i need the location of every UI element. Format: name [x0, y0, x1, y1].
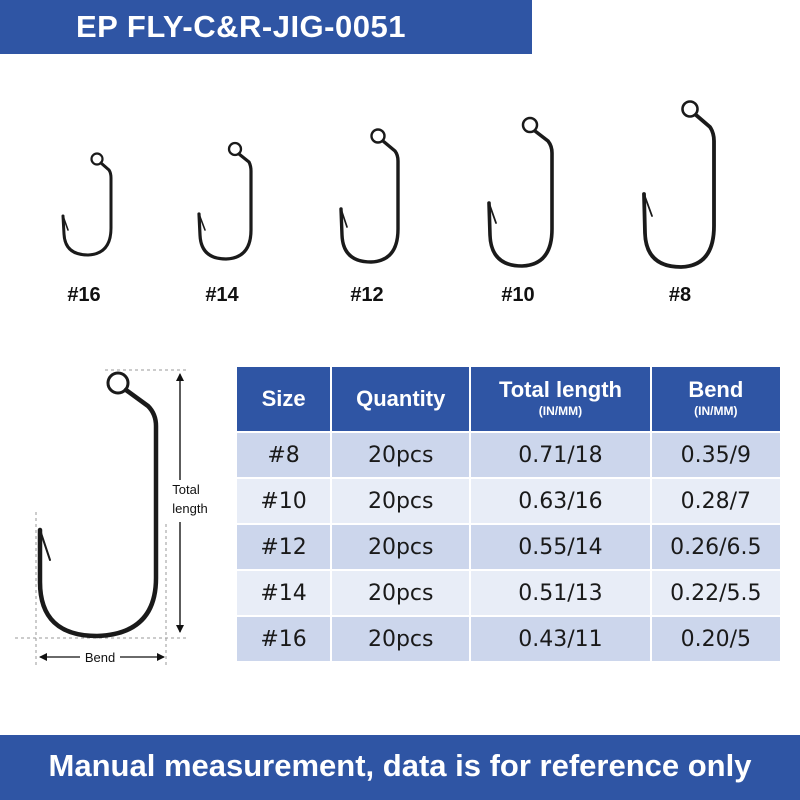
cell-quantity: 20pcs	[332, 525, 470, 569]
hook-size-label-10: #10	[501, 284, 535, 306]
hook-diagram-image	[37, 371, 159, 639]
spec-table: Size Quantity Total length (IN/MM) Bend (I…	[235, 365, 782, 663]
table-header-row: Size Quantity Total length (IN/MM) Bend (I…	[237, 367, 780, 431]
total-length-label-line1: Total	[172, 482, 200, 497]
hook-size-label-12: #12	[350, 284, 384, 306]
cell-size: #16	[237, 617, 331, 661]
table-row: #8 20pcs 0.71/18 0.35/9	[237, 433, 780, 477]
hook-size-label-14: #14	[205, 284, 239, 306]
hook-8-image	[642, 100, 716, 269]
product-title: EP FLY-C&R-JIG-0051	[0, 0, 532, 54]
hook-12-image	[339, 128, 400, 264]
disclaimer-footer: Manual measurement, data is for referenc…	[0, 735, 800, 800]
cell-quantity: 20pcs	[332, 571, 470, 615]
hook-14-image	[197, 141, 253, 261]
cell-quantity: 20pcs	[332, 617, 470, 661]
cell-bend: 0.28/7	[651, 479, 780, 523]
cell-quantity: 20pcs	[332, 433, 470, 477]
hook-16-image	[61, 152, 113, 257]
cell-size: #10	[237, 479, 331, 523]
bend-label: Bend	[85, 650, 115, 665]
hook-size-label-16: #16	[67, 284, 101, 306]
cell-bend: 0.22/5.5	[651, 571, 780, 615]
table-row: #16 20pcs 0.43/11 0.20/5	[237, 617, 780, 661]
cell-quantity: 20pcs	[332, 479, 470, 523]
cell-bend: 0.26/6.5	[651, 525, 780, 569]
header-quantity: Quantity	[332, 367, 470, 431]
hook-10-image	[487, 116, 554, 268]
measurement-diagram: Total length Bend	[15, 369, 216, 667]
header-bend: Bend (IN/MM)	[651, 367, 780, 431]
hook-size-label-8: #8	[668, 284, 692, 306]
total-length-label-line2: length	[172, 501, 207, 516]
cell-bend: 0.35/9	[651, 433, 780, 477]
table-row: #12 20pcs 0.55/14 0.26/6.5	[237, 525, 780, 569]
table-row: #14 20pcs 0.51/13 0.22/5.5	[237, 571, 780, 615]
cell-total-length: 0.71/18	[471, 433, 650, 477]
cell-total-length: 0.55/14	[471, 525, 650, 569]
header-size: Size	[237, 367, 331, 431]
cell-total-length: 0.63/16	[471, 479, 650, 523]
header-total-length: Total length (IN/MM)	[471, 367, 650, 431]
cell-total-length: 0.43/11	[471, 617, 650, 661]
cell-total-length: 0.51/13	[471, 571, 650, 615]
cell-size: #14	[237, 571, 331, 615]
cell-size: #8	[237, 433, 331, 477]
table-row: #10 20pcs 0.63/16 0.28/7	[237, 479, 780, 523]
cell-size: #12	[237, 525, 331, 569]
cell-bend: 0.20/5	[651, 617, 780, 661]
